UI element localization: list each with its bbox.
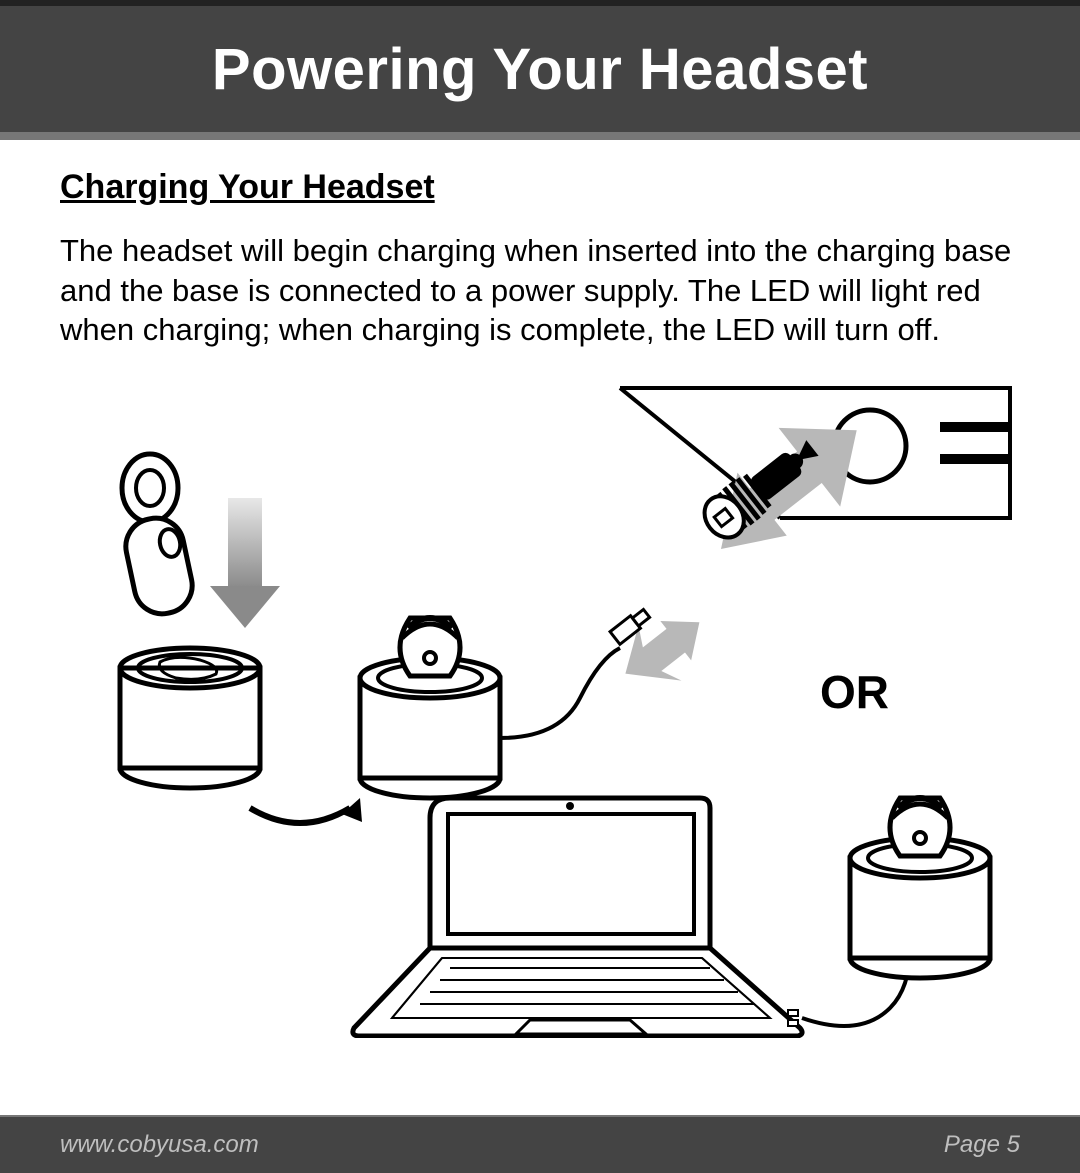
footer-page: Page 5 [944,1131,1020,1159]
arrow-step-icon [250,798,362,823]
laptop [353,798,802,1036]
charging-base-docked-2 [850,798,990,978]
arrow-cable-to-charger-icon [607,595,721,706]
arrow-insert-down-icon [210,498,280,628]
footer-url: www.cobyusa.com [60,1131,259,1159]
page-footer: www.cobyusa.com Page 5 [0,1115,1080,1173]
headset-earpiece [121,454,198,619]
charging-base-docked-1 [360,618,500,798]
or-label: OR [820,666,889,718]
charging-base-empty [120,648,260,788]
usb-plug-1 [610,607,651,644]
page-title: Powering Your Headset [212,36,868,103]
section-heading: Charging Your Headset [60,168,1020,207]
charging-diagram: OR [60,378,1020,1038]
cable-to-car [500,648,620,738]
page-header: Powering Your Headset [0,0,1080,140]
content-area: Charging Your Headset The headset will b… [0,140,1080,1115]
section-paragraph: The headset will begin charging when ins… [60,231,1020,350]
